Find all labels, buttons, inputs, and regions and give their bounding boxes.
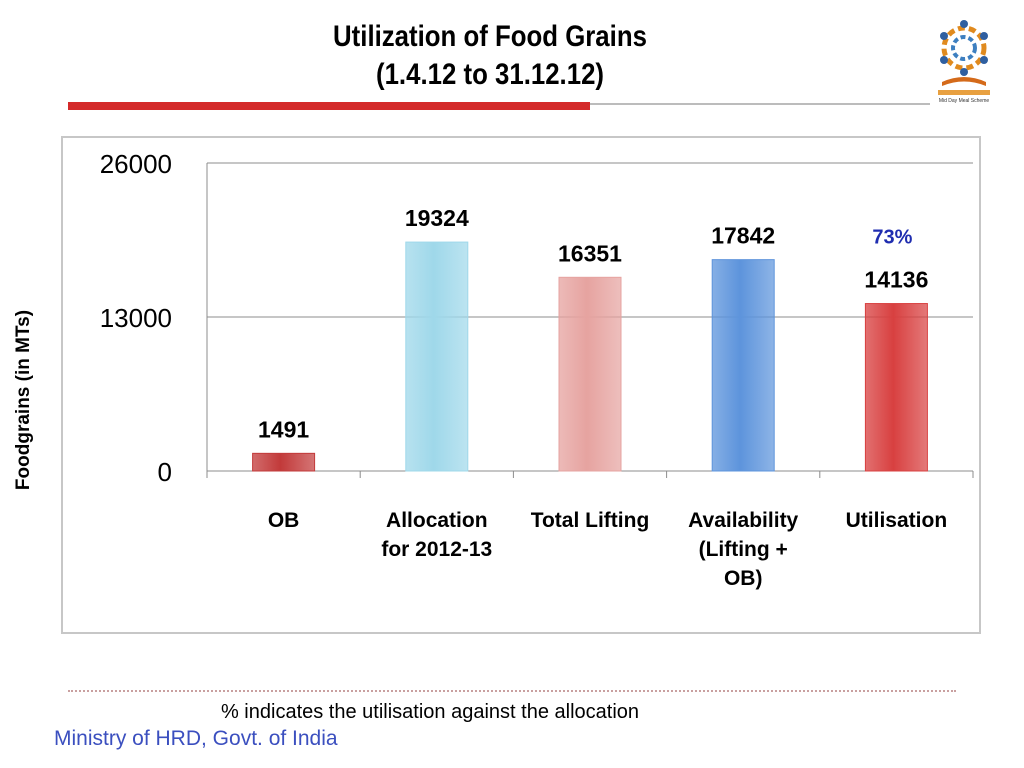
y-tick-label: 26000 — [100, 149, 172, 179]
footer-divider — [68, 690, 956, 692]
x-tick-label: for 2012-13 — [381, 538, 492, 561]
x-tick-label: Allocation — [386, 509, 488, 532]
data-label: 1491 — [258, 416, 309, 442]
mid-day-meal-logo: Mid Day Meal Scheme — [938, 20, 990, 104]
title-line-1: Utilization of Food Grains — [333, 20, 647, 53]
bar — [558, 276, 622, 472]
bar — [405, 241, 469, 472]
data-label: 17842 — [711, 223, 775, 249]
y-tick-label: 0 — [158, 457, 172, 487]
data-label: 16351 — [558, 240, 622, 266]
chart-frame — [61, 136, 981, 634]
title-line-2: (1.4.12 to 31.12.12) — [375, 58, 605, 91]
percent-annotation: 73% — [872, 227, 912, 249]
data-label: 19324 — [405, 205, 469, 231]
title-rule — [68, 102, 590, 110]
bar — [711, 259, 775, 472]
x-tick-label: Total Lifting — [531, 509, 650, 532]
x-tick-label: Availability — [688, 509, 798, 532]
title-rule-extension — [590, 103, 930, 105]
footnote: % indicates the utilisation against the … — [220, 701, 640, 723]
y-tick-label: 13000 — [100, 303, 172, 333]
slide-title: Utilization of Food Grains (1.4.12 to 31… — [198, 18, 783, 94]
x-tick-label: (Lifting + — [699, 538, 788, 561]
x-tick-label: OB) — [724, 567, 763, 590]
bar — [864, 303, 928, 472]
bar — [252, 452, 316, 472]
x-tick-label: Utilisation — [846, 509, 948, 532]
logo-emblem-icon — [940, 20, 988, 86]
x-tick-label: OB — [268, 509, 300, 532]
footer-ministry: Ministry of HRD, Govt. of India — [54, 727, 338, 750]
data-label: 14136 — [864, 267, 928, 293]
logo-text: Mid Day Meal Scheme — [939, 98, 990, 104]
